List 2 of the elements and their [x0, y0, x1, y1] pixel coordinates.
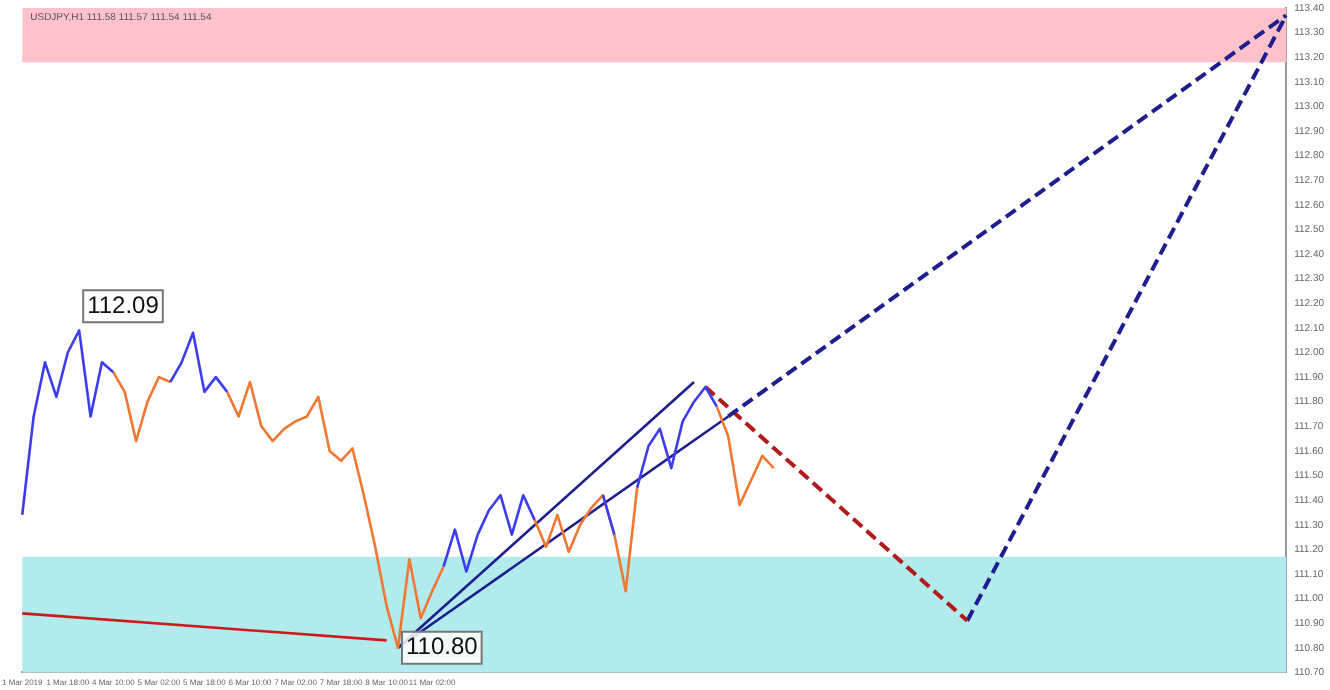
annotation: 110.80 [405, 632, 479, 661]
annotation: 112.09 [87, 290, 160, 319]
